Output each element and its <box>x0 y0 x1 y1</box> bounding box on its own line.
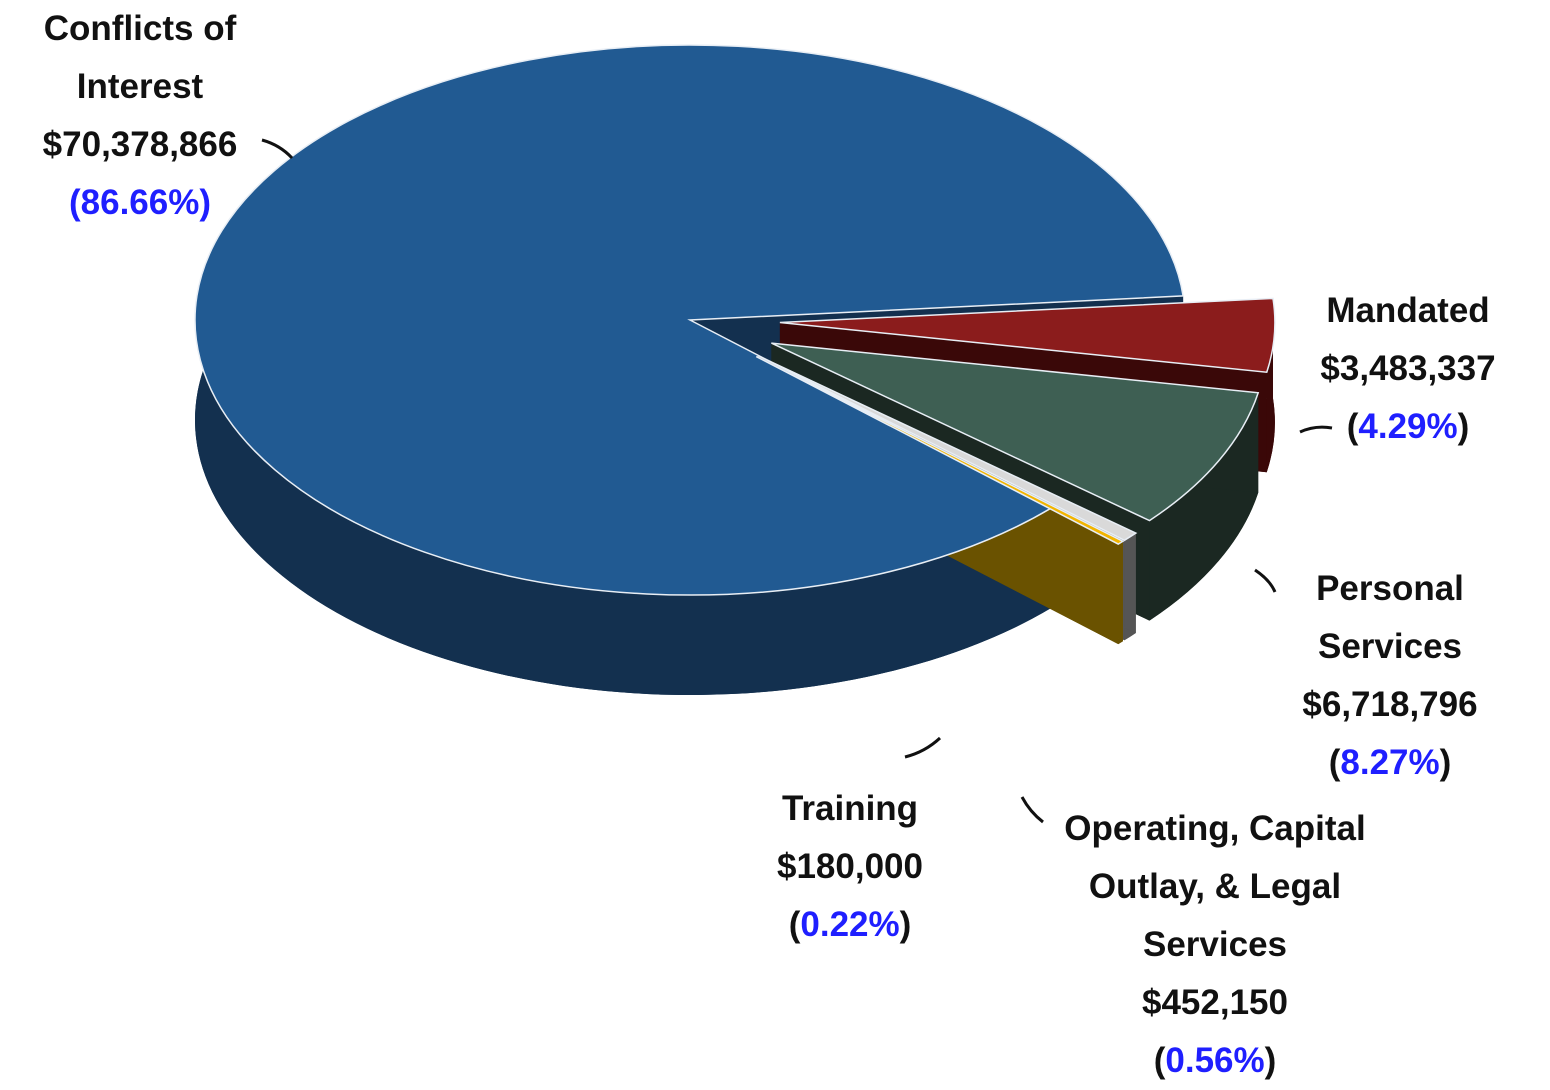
percent-label: 8.27% <box>1260 734 1520 792</box>
percent-label: 0.22% <box>735 896 965 954</box>
value-label: $3,483,337 <box>1320 349 1496 388</box>
category-label: Operating, Capital Outlay, & Legal Servi… <box>1064 809 1366 964</box>
category-label: Personal Services <box>1316 569 1464 666</box>
slice-label: Conflicts of Interest $70,378,866 86.66% <box>10 0 270 232</box>
slice-label: Training $180,000 0.22% <box>735 780 965 954</box>
value-label: $6,718,796 <box>1302 685 1478 724</box>
chart <box>194 44 1333 824</box>
percent-text: 4.29% <box>1358 407 1458 446</box>
slice <box>771 342 1260 522</box>
value-label: $180,000 <box>777 847 923 886</box>
value-label: $70,378,866 <box>42 125 238 164</box>
slice <box>755 355 1125 545</box>
percent-text: 0.22% <box>800 905 900 944</box>
percent-label: 4.29% <box>1288 398 1528 456</box>
slice-label: Personal Services $6,718,796 8.27% <box>1260 560 1520 792</box>
percent-text: 0.56% <box>1165 1041 1265 1080</box>
page: Conflicts of Interest $70,378,866 86.66% Ma… <box>0 0 1550 1027</box>
leader-line <box>1020 796 1044 824</box>
percent-text: 86.66% <box>80 183 200 222</box>
value-label: $452,150 <box>1142 983 1288 1022</box>
leader-line <box>1254 568 1277 593</box>
category-label: Training <box>781 789 919 828</box>
percent-text: 8.27% <box>1340 743 1440 782</box>
category-label: Conflicts of Interest <box>43 9 237 106</box>
category-label: Mandated <box>1326 291 1490 330</box>
slice <box>779 297 1276 374</box>
slice-tops <box>194 44 1276 596</box>
slice <box>757 354 1138 542</box>
slice-label: Mandated $3,483,337 4.29% <box>1288 282 1528 456</box>
slice-label: Operating, Capital Outlay, & Legal Servi… <box>1030 800 1400 1090</box>
percent-label: 0.56% <box>1030 1032 1400 1090</box>
percent-label: 86.66% <box>10 174 270 232</box>
leader-line <box>904 736 942 759</box>
leader-line <box>261 138 294 160</box>
